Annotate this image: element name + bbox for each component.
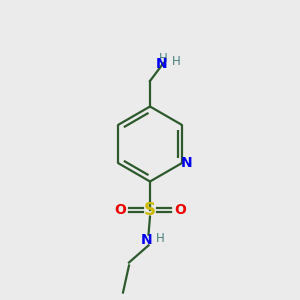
Text: N: N: [140, 233, 152, 247]
Text: H: H: [156, 232, 165, 245]
Text: H: H: [159, 52, 168, 65]
Text: O: O: [114, 203, 126, 217]
Text: N: N: [156, 58, 168, 71]
Text: S: S: [144, 201, 156, 219]
Text: N: N: [180, 156, 192, 170]
Text: O: O: [174, 203, 186, 217]
Text: H: H: [172, 55, 181, 68]
